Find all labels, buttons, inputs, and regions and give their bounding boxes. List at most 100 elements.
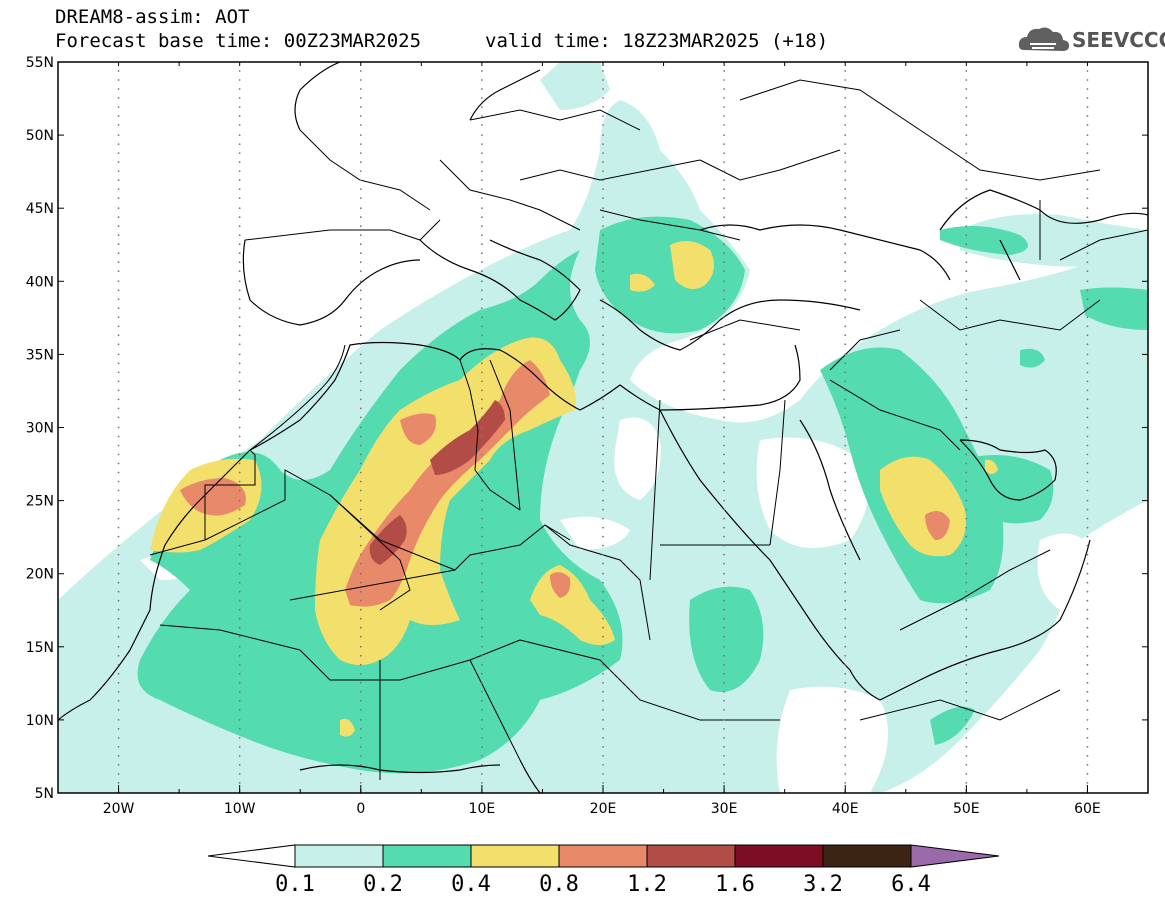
grid-dot <box>844 728 847 730</box>
grid-dot <box>723 124 726 126</box>
grid-dot <box>359 681 362 684</box>
grid-dot <box>602 298 604 301</box>
grid-dot <box>480 179 483 182</box>
colorbar-label: 0.2 <box>363 872 403 897</box>
colorbar-swatch <box>822 844 912 868</box>
grid-dot <box>117 462 120 465</box>
grid-dot <box>1086 124 1089 126</box>
lat-tick-label: 15N <box>26 640 54 656</box>
grid-dot <box>117 307 120 310</box>
grid-dot <box>844 380 847 383</box>
grid-dot <box>844 444 847 447</box>
grid-dot <box>359 343 362 346</box>
grid-dot <box>844 553 847 556</box>
grid-dot <box>238 188 241 191</box>
grid-dot <box>844 170 847 173</box>
grid-dot <box>480 517 483 520</box>
grid-dot <box>117 280 120 283</box>
grid-dot <box>359 728 362 730</box>
grid-dot <box>359 746 362 748</box>
grid-dot <box>844 216 847 219</box>
grid-dot <box>723 681 726 684</box>
grid-dot <box>1086 407 1089 410</box>
grid-dot <box>1086 389 1089 392</box>
grid-dot <box>965 608 968 611</box>
grid-dot <box>238 161 241 164</box>
grid-dot <box>117 562 120 565</box>
grid-dot <box>1086 252 1089 255</box>
grid-dot <box>602 106 604 108</box>
grid-dot <box>844 535 847 538</box>
grid-dot <box>723 88 726 90</box>
grid-dot <box>238 708 241 711</box>
grid-dot <box>965 307 968 310</box>
grid-dot <box>723 608 726 611</box>
grid-dot <box>359 70 362 72</box>
grid-dot <box>844 572 847 575</box>
grid-dot <box>844 307 847 310</box>
grid-dot <box>602 444 604 447</box>
grid-dot <box>117 708 120 711</box>
grid-dot <box>723 115 726 117</box>
grid-dot <box>844 280 847 283</box>
grid-dot <box>480 672 483 675</box>
grid-dot <box>723 635 726 638</box>
grid-dot <box>117 508 120 511</box>
grid-dot <box>117 70 120 72</box>
grid-dot <box>844 544 847 547</box>
grid-dot <box>723 298 726 301</box>
grid-dot <box>723 70 726 72</box>
grid-dot <box>965 97 968 99</box>
grid-dot <box>844 416 847 419</box>
grid-dot <box>965 243 968 246</box>
grid-dot <box>1086 499 1089 502</box>
grid-dot <box>965 334 968 337</box>
grid-dot <box>965 499 968 502</box>
grid-dot <box>238 216 241 219</box>
grid-dot <box>965 325 968 328</box>
grid-dot <box>965 728 968 730</box>
grid-dot <box>238 480 241 483</box>
grid-dot <box>359 179 362 182</box>
grid-dot <box>359 234 362 237</box>
grid-dot <box>238 590 241 593</box>
grid-dot <box>965 699 968 702</box>
grid-dot <box>723 243 726 246</box>
grid-dot <box>723 728 726 730</box>
grid-dot <box>359 755 362 757</box>
grid-dot <box>965 353 968 356</box>
grid-dot <box>602 672 604 675</box>
map-title: DREAM8-assim: AOT <box>55 6 250 28</box>
grid-dot <box>844 426 847 429</box>
grid-dot <box>1086 508 1089 511</box>
grid-dot <box>844 764 847 766</box>
grid-dot <box>117 234 120 237</box>
grid-dot <box>359 617 362 620</box>
grid-dot <box>117 635 120 638</box>
grid-dot <box>844 152 847 155</box>
grid-dot <box>359 426 362 429</box>
grid-dot <box>723 152 726 155</box>
grid-dot <box>359 170 362 173</box>
grid-dot <box>844 471 847 474</box>
grid-dot <box>965 234 968 237</box>
grid-dot <box>1086 608 1089 611</box>
grid-dot <box>117 353 120 356</box>
grid-dot <box>723 755 726 757</box>
grid-dot <box>844 316 847 319</box>
grid-dot <box>238 581 241 584</box>
grid-dot <box>965 316 968 319</box>
grid-dot <box>359 489 362 492</box>
grid-dot <box>359 289 362 292</box>
grid-dot <box>480 581 483 584</box>
grid-dot <box>965 70 968 72</box>
grid-dot <box>117 343 120 346</box>
grid-dot <box>844 252 847 255</box>
grid-dot <box>844 708 847 711</box>
grid-dot <box>723 572 726 575</box>
grid-dot <box>1086 234 1089 237</box>
grid-dot <box>238 416 241 419</box>
grid-dot <box>965 617 968 620</box>
grid-dot <box>480 719 483 721</box>
